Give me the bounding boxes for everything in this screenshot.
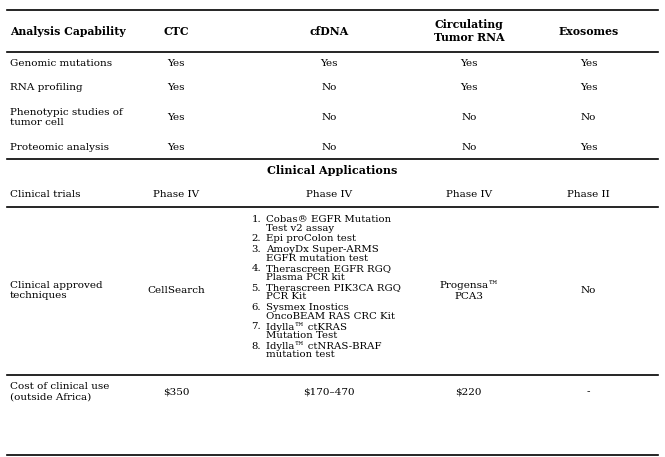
Text: RNA profiling: RNA profiling [10, 83, 82, 92]
Text: Yes: Yes [168, 113, 185, 122]
Text: Yes: Yes [580, 83, 597, 92]
Text: Phase IV: Phase IV [153, 190, 200, 199]
Text: Therascreen PIK3CA RGQ: Therascreen PIK3CA RGQ [266, 283, 401, 292]
Text: No: No [581, 113, 597, 122]
Text: 2.: 2. [251, 234, 261, 243]
Text: 7.: 7. [251, 322, 261, 331]
Text: $350: $350 [163, 387, 190, 396]
Text: 8.: 8. [251, 342, 261, 351]
Text: 4.: 4. [251, 264, 261, 273]
Text: OncoBEAM RAS CRC Kit: OncoBEAM RAS CRC Kit [266, 312, 395, 321]
Text: 1.: 1. [251, 215, 261, 224]
Text: Yes: Yes [580, 59, 597, 69]
Text: Yes: Yes [580, 143, 597, 152]
Text: Clinical Applications: Clinical Applications [267, 165, 398, 176]
Text: CellSearch: CellSearch [148, 286, 205, 295]
Text: Clinical trials: Clinical trials [10, 190, 80, 199]
Text: PCR Kit: PCR Kit [266, 292, 307, 301]
Text: Genomic mutations: Genomic mutations [10, 59, 112, 69]
Text: Idylla™ ctNRAS-BRAF: Idylla™ ctNRAS-BRAF [266, 342, 382, 351]
Text: Yes: Yes [168, 83, 185, 92]
Text: Yes: Yes [168, 59, 185, 69]
Text: AmoyDx Super-ARMS: AmoyDx Super-ARMS [266, 245, 379, 254]
Text: 3.: 3. [251, 245, 261, 254]
Text: -: - [587, 387, 591, 396]
Text: Yes: Yes [321, 59, 338, 69]
Text: Exosomes: Exosomes [559, 26, 618, 37]
Text: Sysmex Inostics: Sysmex Inostics [266, 303, 348, 312]
Text: Cobas® EGFR Mutation: Cobas® EGFR Mutation [266, 215, 391, 224]
Text: cfDNA: cfDNA [309, 26, 349, 37]
Text: Analysis Capability: Analysis Capability [10, 26, 126, 37]
Text: Yes: Yes [460, 59, 477, 69]
Text: Plasma PCR kit: Plasma PCR kit [266, 273, 344, 282]
Text: No: No [581, 286, 597, 295]
Text: No: No [321, 143, 337, 152]
Text: Progensa™
PCA3: Progensa™ PCA3 [439, 281, 499, 301]
Text: Therascreen EGFR RGQ: Therascreen EGFR RGQ [266, 264, 391, 273]
Text: Epi proColon test: Epi proColon test [266, 234, 356, 243]
Text: Circulating
Tumor RNA: Circulating Tumor RNA [434, 19, 504, 43]
Text: 5.: 5. [251, 283, 261, 292]
Text: Cost of clinical use
(outside Africa): Cost of clinical use (outside Africa) [10, 382, 109, 401]
Text: No: No [321, 113, 337, 122]
Text: $170–470: $170–470 [303, 387, 355, 396]
Text: Yes: Yes [460, 83, 477, 92]
Text: $220: $220 [456, 387, 482, 396]
Text: Yes: Yes [168, 143, 185, 152]
Text: Test v2 assay: Test v2 assay [266, 223, 334, 233]
Text: Phase IV: Phase IV [306, 190, 352, 199]
Text: Proteomic analysis: Proteomic analysis [10, 143, 109, 152]
Text: CTC: CTC [164, 26, 189, 37]
Text: 6.: 6. [251, 303, 261, 312]
Text: Mutation Test: Mutation Test [266, 331, 337, 340]
Text: Idylla™ ctKRAS: Idylla™ ctKRAS [266, 322, 347, 332]
Text: Clinical approved
techniques: Clinical approved techniques [10, 281, 102, 300]
Text: Phase IV: Phase IV [446, 190, 492, 199]
Text: mutation test: mutation test [266, 351, 334, 359]
Text: No: No [461, 143, 477, 152]
Text: No: No [321, 83, 337, 92]
Text: EGFR mutation test: EGFR mutation test [266, 254, 368, 262]
Text: Phenotypic studies of
tumor cell: Phenotypic studies of tumor cell [10, 108, 123, 127]
Text: Phase II: Phase II [567, 190, 610, 199]
Text: No: No [461, 113, 477, 122]
